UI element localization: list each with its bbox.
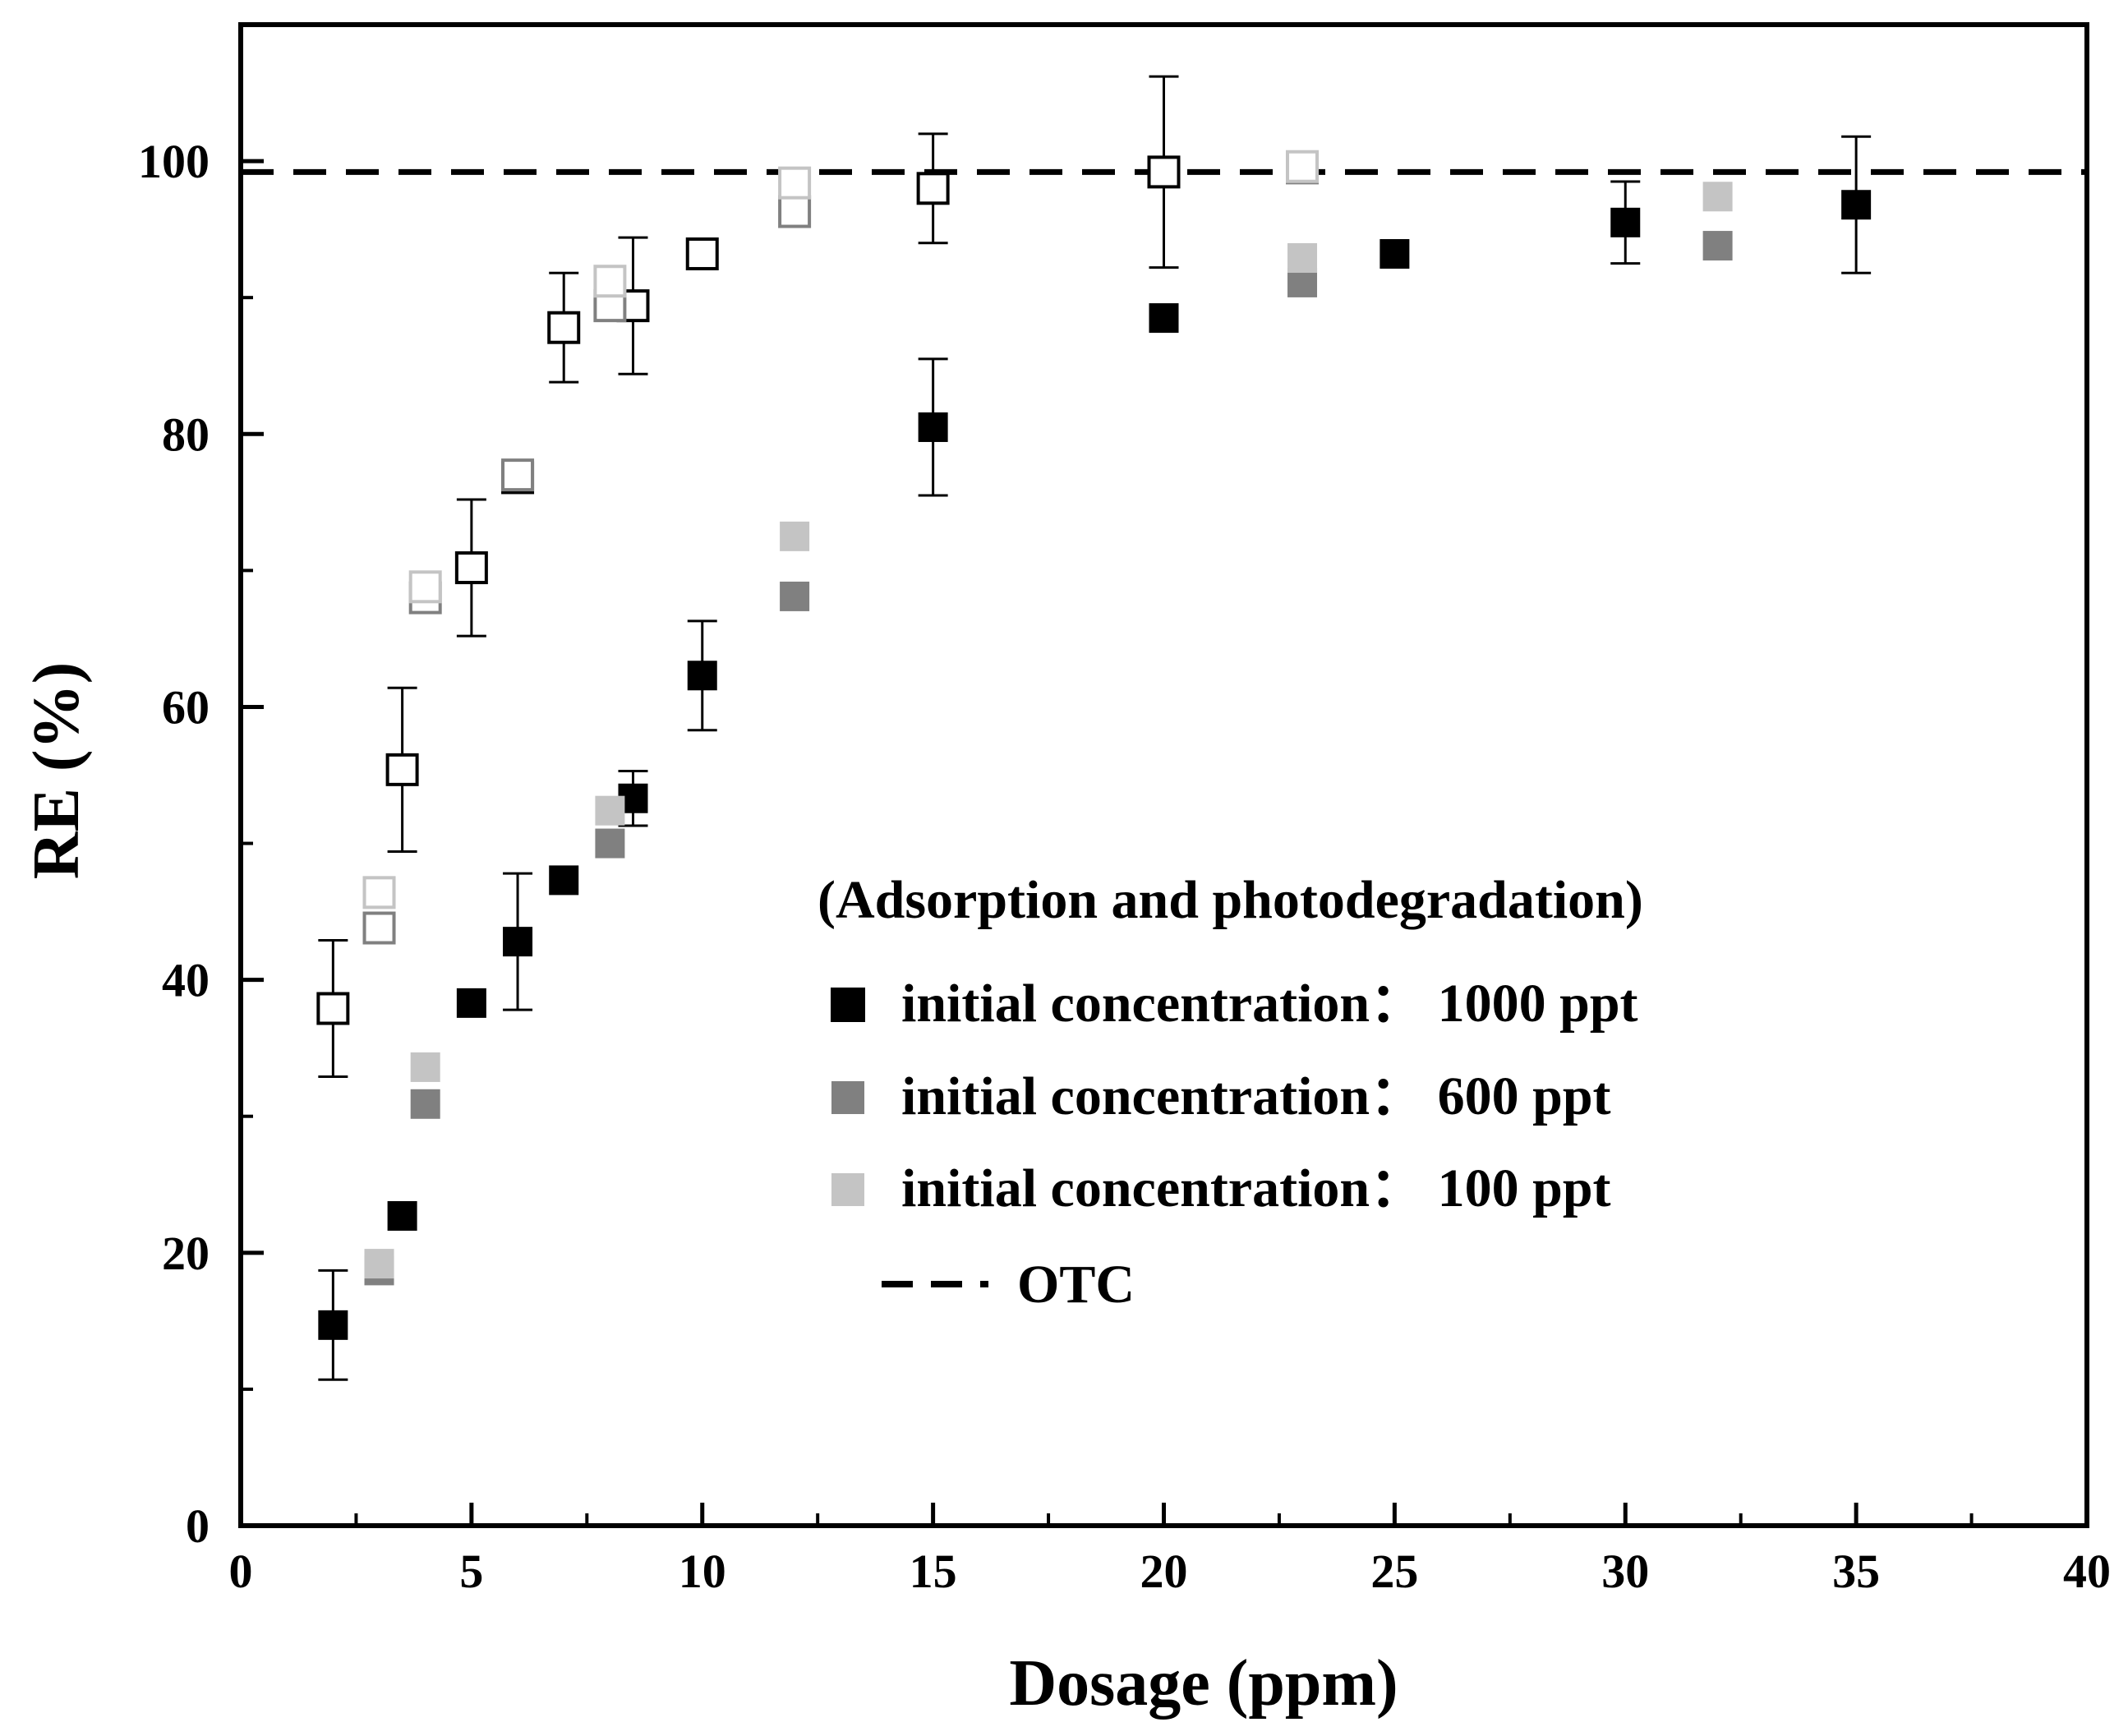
data-point [687, 661, 717, 691]
x-tick-label: 35 [1832, 1545, 1880, 1598]
data-point [1380, 239, 1410, 269]
data-point [364, 1249, 394, 1279]
y-tick-label: 60 [162, 680, 210, 734]
x-axis-title: Dosage (ppm) [1009, 1647, 1398, 1720]
data-point [780, 521, 810, 551]
legend-label-600ppt: initial concentration： 600 ppt [901, 1066, 1611, 1126]
legend-marker-600ppt [831, 1081, 864, 1114]
y-tick-label: 20 [162, 1227, 210, 1280]
data-point [503, 927, 533, 957]
data-point [362, 911, 396, 945]
data-point [501, 458, 535, 492]
legend: (Adsorption and photodegradation) initia… [818, 870, 1643, 1315]
y-tick-label: 40 [162, 954, 210, 1007]
data-point [1841, 190, 1872, 220]
x-tick-label: 0 [229, 1545, 253, 1598]
y-tick-label: 80 [162, 408, 210, 461]
data-point [316, 992, 350, 1025]
data-point [410, 1052, 440, 1082]
legend-label-100ppt: initial concentration： 100 ppt [901, 1158, 1611, 1218]
data-point [547, 311, 581, 344]
legend-label-1000ppt: initial concentration： 1000 ppt [901, 974, 1638, 1034]
x-tick-label: 15 [910, 1545, 957, 1598]
data-point [410, 1089, 440, 1119]
data-point [1702, 231, 1733, 261]
data-point [387, 1200, 417, 1231]
legend-marker-1000ppt [831, 988, 865, 1022]
data-point [685, 237, 719, 271]
data-point [549, 865, 579, 896]
data-point [362, 876, 396, 909]
x-tick-label: 20 [1140, 1545, 1188, 1598]
x-tick-label: 30 [1601, 1545, 1649, 1598]
data-point [1147, 155, 1181, 189]
x-tick-label: 40 [2063, 1545, 2111, 1598]
data-point [593, 265, 627, 298]
data-point [1286, 150, 1320, 183]
y-tick-label: 100 [138, 135, 210, 188]
data-point [454, 551, 488, 585]
data-point [1287, 243, 1318, 274]
x-tick-label: 10 [679, 1545, 726, 1598]
data-point [318, 1310, 348, 1340]
y-tick-label: 0 [186, 1499, 210, 1553]
data-point [778, 195, 812, 228]
data-point [595, 795, 625, 826]
data-point [1702, 182, 1733, 212]
data-point [918, 412, 948, 442]
data-point [778, 166, 812, 200]
x-tick-label: 25 [1370, 1545, 1418, 1598]
data-point [595, 828, 625, 859]
data-point [456, 988, 486, 1018]
legend-marker-100ppt [831, 1173, 864, 1206]
data-point [780, 581, 810, 611]
legend-title: (Adsorption and photodegradation) [818, 870, 1643, 930]
legend-label-otc: OTC [1017, 1255, 1135, 1315]
data-point [1149, 303, 1179, 334]
data-point [1610, 207, 1641, 237]
y-axis-title: RE (%) [21, 662, 93, 879]
axes-layer: 0 5 10 15 20 25 30 35 40 0 20 40 60 80 100 [138, 22, 2111, 1598]
data-point [916, 172, 950, 205]
data-points-layer [316, 150, 1872, 1340]
data-point [408, 570, 442, 604]
data-point [385, 753, 419, 786]
x-tick-label: 5 [459, 1545, 483, 1598]
